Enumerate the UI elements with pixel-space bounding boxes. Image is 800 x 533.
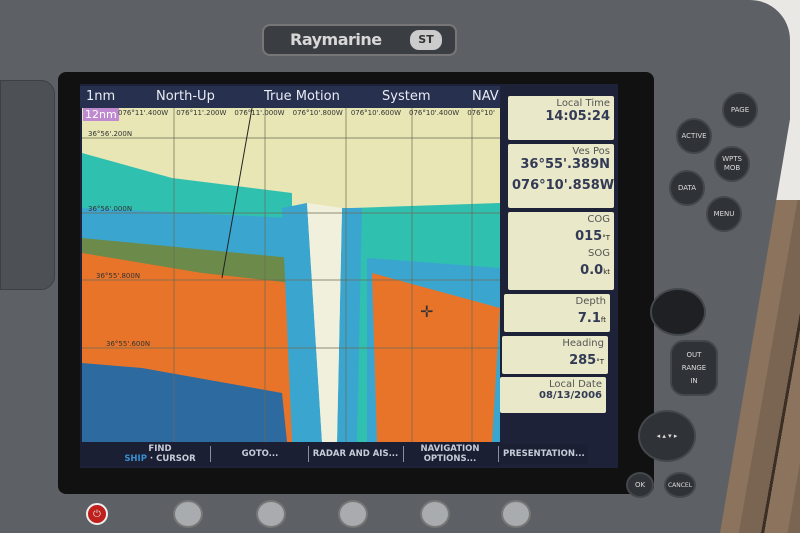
power-icon[interactable]: ⏻ [86, 503, 108, 525]
softkey-button-1[interactable] [173, 500, 203, 528]
seatalk-logo: ST [410, 30, 442, 50]
cell-label: SOG [588, 248, 610, 259]
ship-option[interactable]: SHIP [124, 454, 147, 464]
cell-label: Heading [562, 338, 604, 349]
cell-label: Local Time [556, 98, 610, 109]
softkey-button-2[interactable] [256, 500, 286, 528]
range-scale-badge: 12nm [83, 108, 119, 121]
lat-label: 36°55'.800N [96, 272, 141, 280]
cell-label: Depth [575, 296, 606, 307]
softkey-presentation[interactable]: PRESENTATION... [500, 444, 588, 464]
cancel-button[interactable]: CANCEL [664, 472, 696, 498]
motion-label: True Motion [264, 89, 340, 104]
status-bar: 1nm North-Up True Motion System NAV [80, 86, 500, 108]
range-in-label: IN [690, 376, 698, 385]
local-time-cell: Local Time 14:05:24 [508, 96, 614, 140]
softkey-button-4[interactable] [420, 500, 450, 528]
cell-label: COG [587, 214, 610, 225]
cog-value: 015 [575, 229, 603, 244]
lat-label: 36°56'.000N [88, 205, 133, 213]
data-panel: Local Time 14:05:24 Ves Pos 36°55'.389N … [500, 84, 618, 468]
softkey-button-3[interactable] [338, 500, 368, 528]
trackpad-button[interactable]: ◂ ▴ ▾ ▸ [638, 410, 696, 462]
data-button[interactable]: DATA [669, 170, 705, 206]
cursor-crosshair-icon[interactable]: ✛ [420, 302, 434, 321]
softkey-find-ship-cursor[interactable]: FIND SHIP · CURSOR [120, 444, 200, 464]
lon-label: 076°11'.000W [234, 109, 285, 117]
page-button[interactable]: PAGE [722, 92, 758, 128]
mode-label: NAV [472, 89, 499, 104]
softkey-bar: FIND SHIP · CURSOR GOTO... RADAR AND AIS… [80, 442, 500, 466]
depth-cell: Depth 7.1ft [504, 294, 610, 332]
softkey-label: NAVIGATION [420, 444, 480, 454]
button-label: MOB [723, 164, 741, 172]
local-time-value: 14:05:24 [545, 109, 610, 124]
lon-label: 076°10' [467, 109, 495, 117]
softkey-button-5[interactable] [501, 500, 531, 528]
unit: ft [600, 316, 606, 324]
lon-label: 076°10'.400W [409, 109, 460, 117]
longitude-labels: 076°11'.400W 076°11'.200W 076°11'.000W 0… [118, 109, 495, 117]
lon-label: 076°11'.200W [176, 109, 227, 117]
unit: kt [603, 268, 610, 276]
system-label: System [382, 89, 431, 104]
chart-map[interactable]: 12nm 076°11'.400W 076°11'.200W 076°11'.0… [82, 108, 500, 442]
lat-label: 36°56'.200N [88, 130, 133, 138]
menu-button[interactable]: MENU [706, 196, 742, 232]
cell-label: Local Date [549, 379, 602, 390]
wpts-mob-button[interactable]: WPTS MOB [714, 146, 750, 182]
depth-value: 7.1 [577, 311, 601, 326]
softkey-navigation-options[interactable]: NAVIGATION OPTIONS... [405, 444, 495, 464]
local-date-cell: Local Date 08/13/2006 [500, 377, 606, 413]
active-button[interactable]: ACTIVE [676, 118, 712, 154]
lon-label: 076°10'.800W [292, 109, 343, 117]
heading-value: 285 [569, 353, 597, 368]
vessel-position-cell: Ves Pos 36°55'.389N 076°10'.858W [508, 144, 614, 208]
heading-cell: Heading 285°T [502, 336, 608, 374]
card-slot-door[interactable] [0, 80, 55, 290]
local-date-value: 08/13/2006 [539, 390, 602, 401]
softkey-label: FIND [148, 444, 172, 454]
softkey-goto[interactable]: GOTO... [241, 449, 279, 459]
brand-logo: Raymarine [290, 30, 382, 49]
sog-value: 0.0 [580, 263, 604, 278]
softkey-label: OPTIONS... [423, 454, 477, 464]
cog-sog-cell: COG 015°T SOG 0.0kt [508, 212, 614, 290]
range-rocker-button[interactable]: OUT RANGE IN [670, 340, 718, 396]
unit: °T [602, 234, 610, 242]
lon-label: 076°10'.600W [350, 109, 402, 117]
lon-label: 076°11'.400W [118, 109, 169, 117]
longitude-value: 076°10'.858W [512, 178, 615, 193]
rotary-knob[interactable] [650, 288, 706, 336]
ok-button[interactable]: OK [626, 472, 654, 498]
range-out-label: OUT [686, 350, 702, 359]
orientation-label: North-Up [156, 89, 215, 104]
cell-label: Ves Pos [572, 146, 610, 157]
cursor-option[interactable]: CURSOR [156, 454, 196, 464]
latitude-value: 36°55'.389N [520, 157, 610, 172]
unit: °T [596, 358, 604, 366]
range-label: RANGE [681, 363, 707, 372]
button-label: WPTS [722, 155, 742, 163]
softkey-radar-ais[interactable]: RADAR AND AIS... [312, 449, 399, 459]
lat-label: 36°55'.600N [106, 340, 151, 348]
range-label: 1nm [86, 89, 116, 104]
